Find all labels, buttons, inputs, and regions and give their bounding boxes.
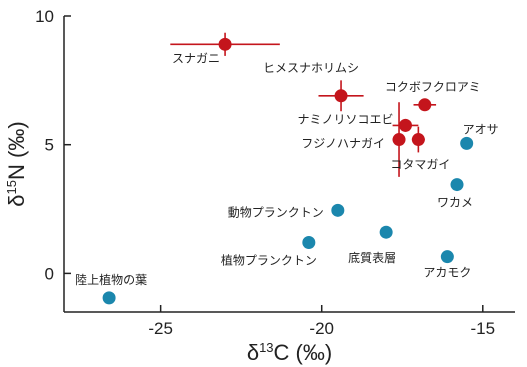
data-point [418,98,432,112]
x-tick-label: -25 [148,319,173,338]
data-point-label: コクボフクロアミ [385,80,481,94]
y-axis-title: δ15N (‰) [4,121,29,206]
data-point-label: ヒメスナホリムシ [263,61,359,75]
data-point-label: 陸上植物の葉 [75,272,147,287]
x-axis-title-suffix: C (‰) [274,340,333,365]
data-point-label: ナミノリソコエビ [297,112,393,126]
x-axis-title: δ13C (‰) [247,340,332,365]
x-tick-label: -20 [309,319,334,338]
data-point-label: スナガニ [172,51,220,65]
data-point-label: コタマガイ [390,158,450,172]
y-tick-label: 0 [45,264,54,283]
y-tick-label: 10 [35,7,54,26]
data-point [102,291,116,305]
data-point [450,178,464,192]
y-axis-title-suffix: N (‰) [4,121,29,180]
data-point-label: 動物プランクトン [228,205,324,219]
y-tick-label: 5 [45,136,54,155]
data-point [218,37,232,51]
data-point [460,136,474,150]
data-point-label: フジノハナガイ [301,137,385,151]
y-axis-title-prefix: δ [4,194,29,206]
data-point [331,203,345,217]
data-point [302,236,316,250]
data-point [334,89,348,103]
data-point [392,133,406,147]
data-point [411,133,425,147]
point-labels-layer: スナガニヒメスナホリムシコクボフクロアミナミノリソコエビフジノハナガイコタマガイ… [75,51,499,287]
data-point-label: アオサ [463,122,499,136]
data-point [440,250,454,264]
x-axis-title-superscript: 13 [259,340,273,355]
x-axis-title-prefix: δ [247,340,259,365]
x-tick-label: -15 [470,319,495,338]
data-point [398,118,412,132]
data-point-label: 底質表層 [348,250,396,265]
y-axis-title-superscript: 15 [4,180,19,194]
data-point-label: 植物プランクトン [221,253,317,268]
data-point [379,225,393,239]
axes-layer: -25 -20 -15 0 5 10 [35,7,515,338]
data-point-label: ワカメ [437,196,473,210]
points-layer [102,37,474,305]
data-point-label: アカモク [423,266,471,280]
